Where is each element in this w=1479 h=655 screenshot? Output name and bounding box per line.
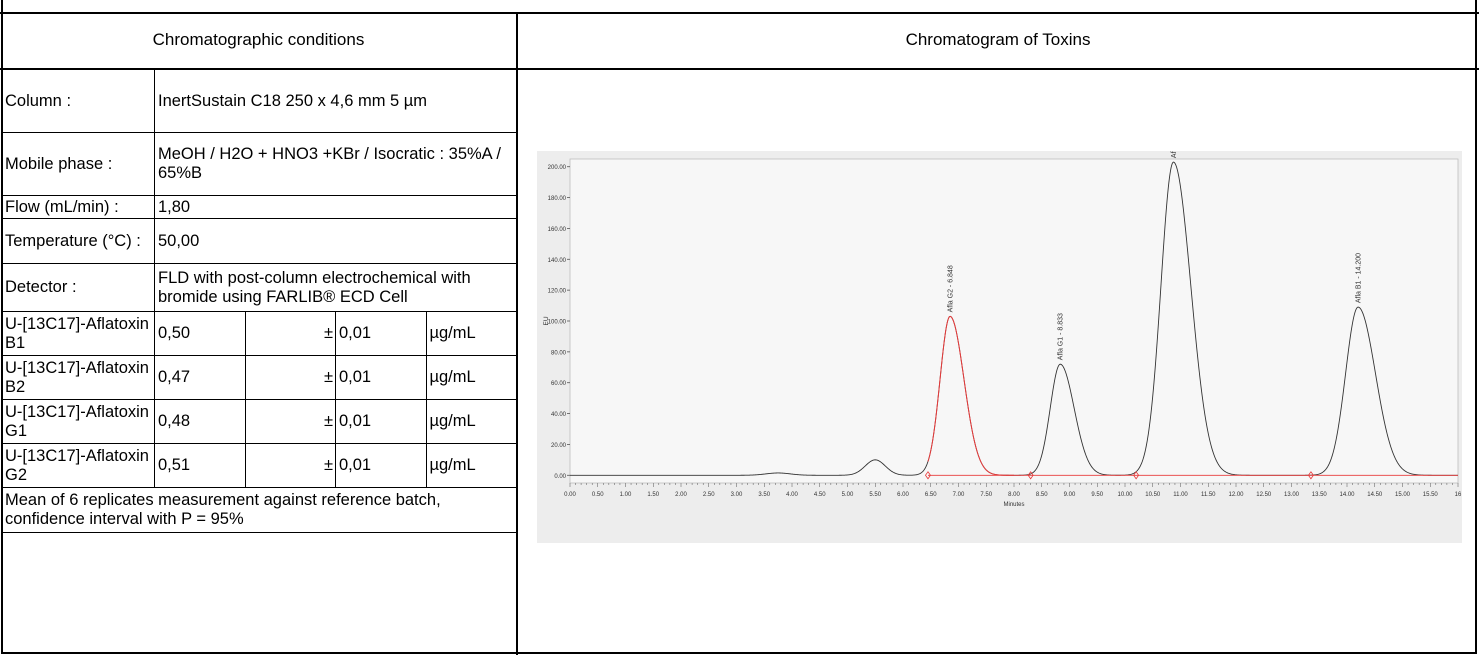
- x-tick-label: 8.00: [1008, 492, 1020, 498]
- standard-unit: µg/mL: [426, 444, 517, 488]
- plot-area: [570, 159, 1458, 483]
- x-tick-label: 12.50: [1256, 492, 1272, 498]
- y-tick-label: 160.00: [548, 227, 567, 233]
- standard-uncertainty: 0,01: [336, 400, 427, 444]
- y-tick-label: 40.00: [551, 412, 567, 418]
- y-tick-label: 120.00: [548, 289, 567, 295]
- x-tick-label: 11.50: [1201, 492, 1216, 498]
- row-mobile-phase: Mobile phase : MeOH / H2O + HNO3 +KBr / …: [2, 133, 517, 196]
- x-tick-label: 7.50: [980, 492, 992, 498]
- row-standard-g1: U-[13C17]-Aflatoxin G1 0,48 ± 0,01 µg/mL: [2, 400, 517, 444]
- y-tick-label: 200.00: [548, 165, 567, 171]
- x-tick-label: 3.00: [731, 492, 743, 498]
- y-tick-label: 140.00: [548, 258, 567, 264]
- peak-label: Afla B1 - 14.200: [1356, 253, 1363, 303]
- standard-value: 0,50: [155, 312, 246, 356]
- standard-label: U-[13C17]-Aflatoxin G1: [2, 400, 155, 444]
- x-tick-label: 8.50: [1036, 492, 1048, 498]
- x-tick-label: 15.00: [1395, 492, 1411, 498]
- y-tick-label: 180.00: [548, 196, 567, 202]
- x-tick-label: 16: [1455, 492, 1462, 498]
- x-axis-label: Minutes: [1003, 502, 1024, 508]
- standard-label: U-[13C17]-Aflatoxin B1: [2, 312, 155, 356]
- x-tick-label: 2.50: [703, 492, 715, 498]
- row-detector: Detector : FLD with post-column electroc…: [2, 264, 517, 312]
- row-column: Column : InertSustain C18 250 x 4,6 mm 5…: [2, 70, 517, 133]
- x-tick-label: 1.00: [620, 492, 632, 498]
- x-tick-label: 11.00: [1173, 492, 1188, 498]
- temperature-label: Temperature (°C) :: [2, 219, 155, 264]
- y-tick-label: 100.00: [548, 320, 567, 326]
- x-tick-label: 0.50: [592, 492, 604, 498]
- y-tick-label: 60.00: [551, 381, 567, 387]
- x-tick-label: 10.50: [1145, 492, 1161, 498]
- standard-uncertainty: 0,01: [336, 356, 427, 400]
- row-standard-g2: U-[13C17]-Aflatoxin G2 0,51 ± 0,01 µg/mL: [2, 444, 517, 488]
- x-tick-label: 14.50: [1367, 492, 1383, 498]
- row-standard-b2: U-[13C17]-Aflatoxin B2 0,47 ± 0,01 µg/mL: [2, 356, 517, 400]
- x-tick-label: 14.00: [1339, 492, 1355, 498]
- x-tick-label: 9.00: [1064, 492, 1076, 498]
- chromatogram-svg: 0.00 20.00 40.00 60.00 80.00 100.00 120.00 140.…: [537, 151, 1462, 543]
- standard-value: 0,51: [155, 444, 246, 488]
- x-tick-label: 1.50: [647, 492, 659, 498]
- peak-label: Afla G1 - 8.833: [1058, 313, 1065, 360]
- x-tick-label: 9.50: [1091, 492, 1103, 498]
- plus-minus: ±: [245, 444, 336, 488]
- temperature-value: 50,00: [155, 219, 517, 264]
- standard-uncertainty: 0,01: [336, 312, 427, 356]
- x-tick-label: 15.50: [1423, 492, 1439, 498]
- x-tick-label: 4.00: [786, 492, 798, 498]
- x-tick-label: 3.50: [758, 492, 770, 498]
- x-tick-label: 4.50: [814, 492, 826, 498]
- row-temperature: Temperature (°C) : 50,00: [2, 219, 517, 264]
- x-tick-label: 5.00: [842, 492, 854, 498]
- y-tick-label: 0.00: [554, 474, 566, 480]
- standard-uncertainty: 0,01: [336, 444, 427, 488]
- x-tick-label: 13.50: [1312, 492, 1328, 498]
- mobile-phase-value: MeOH / H2O + HNO3 +KBr / Isocratic : 35%…: [155, 133, 517, 196]
- x-tick-label: 10.00: [1117, 492, 1133, 498]
- row-standard-b1: U-[13C17]-Aflatoxin B1 0,50 ± 0,01 µg/mL: [2, 312, 517, 356]
- standard-unit: µg/mL: [426, 400, 517, 444]
- x-tick-label: 6.50: [925, 492, 937, 498]
- plus-minus: ±: [245, 312, 336, 356]
- column-value: InertSustain C18 250 x 4,6 mm 5 µm: [155, 70, 517, 133]
- peak-label: Afla B2 - 10.873: [1171, 151, 1178, 158]
- row-flow: Flow (mL/min) : 1,80: [2, 196, 517, 219]
- mobile-phase-label: Mobile phase :: [2, 133, 155, 196]
- detector-value: FLD with post-column electrochemical wit…: [155, 264, 517, 312]
- standard-unit: µg/mL: [426, 312, 517, 356]
- standard-unit: µg/mL: [426, 356, 517, 400]
- y-tick-label: 80.00: [551, 350, 567, 356]
- standard-value: 0,48: [155, 400, 246, 444]
- footnote: Mean of 6 replicates measurement against…: [2, 488, 517, 533]
- y-tick-label: 20.00: [551, 443, 567, 449]
- flow-value: 1,80: [155, 196, 517, 219]
- peak-label: Afla G2 - 6.848: [948, 265, 955, 312]
- standard-label: U-[13C17]-Aflatoxin B2: [2, 356, 155, 400]
- header-chromatogram: Chromatogram of Toxins: [517, 12, 1479, 70]
- x-tick-label: 6.00: [897, 492, 909, 498]
- standard-label: U-[13C17]-Aflatoxin G2: [2, 444, 155, 488]
- chromatogram-chart: 0.00 20.00 40.00 60.00 80.00 100.00 120.00 140.…: [537, 151, 1462, 548]
- conditions-table: Column : InertSustain C18 250 x 4,6 mm 5…: [1, 69, 517, 533]
- x-tick-label: 0.00: [564, 492, 576, 498]
- x-tick-label: 7.00: [953, 492, 965, 498]
- x-tick-label: 13.00: [1284, 492, 1300, 498]
- header-chromatographic-conditions: Chromatographic conditions: [0, 12, 517, 70]
- x-tick-label: 12.00: [1228, 492, 1244, 498]
- plus-minus: ±: [245, 400, 336, 444]
- column-label: Column :: [2, 70, 155, 133]
- x-tick-label: 2.00: [675, 492, 687, 498]
- x-tick-label: 5.50: [869, 492, 881, 498]
- plus-minus: ±: [245, 356, 336, 400]
- detector-label: Detector :: [2, 264, 155, 312]
- row-footnote: Mean of 6 replicates measurement against…: [2, 488, 517, 533]
- y-axis-label: EU: [543, 316, 550, 325]
- flow-label: Flow (mL/min) :: [2, 196, 155, 219]
- standard-value: 0,47: [155, 356, 246, 400]
